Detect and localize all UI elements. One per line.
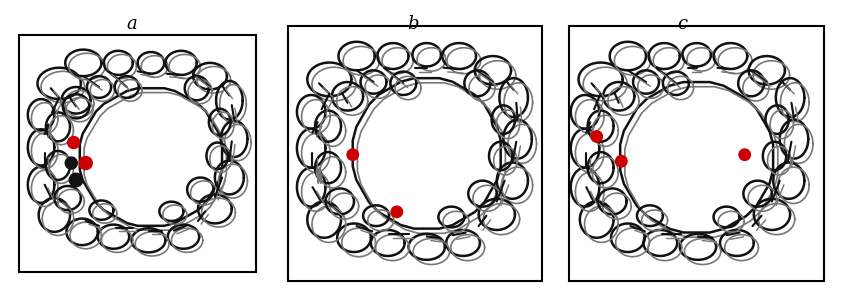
- Circle shape: [616, 155, 627, 167]
- Circle shape: [391, 206, 402, 217]
- Text: c: c: [677, 15, 687, 33]
- Circle shape: [80, 157, 92, 170]
- Text: b: b: [407, 15, 418, 33]
- Circle shape: [591, 131, 602, 142]
- Text: a: a: [126, 15, 136, 33]
- Circle shape: [65, 157, 77, 169]
- Circle shape: [68, 137, 80, 149]
- Circle shape: [69, 173, 83, 187]
- Circle shape: [347, 149, 358, 160]
- Circle shape: [739, 149, 750, 160]
